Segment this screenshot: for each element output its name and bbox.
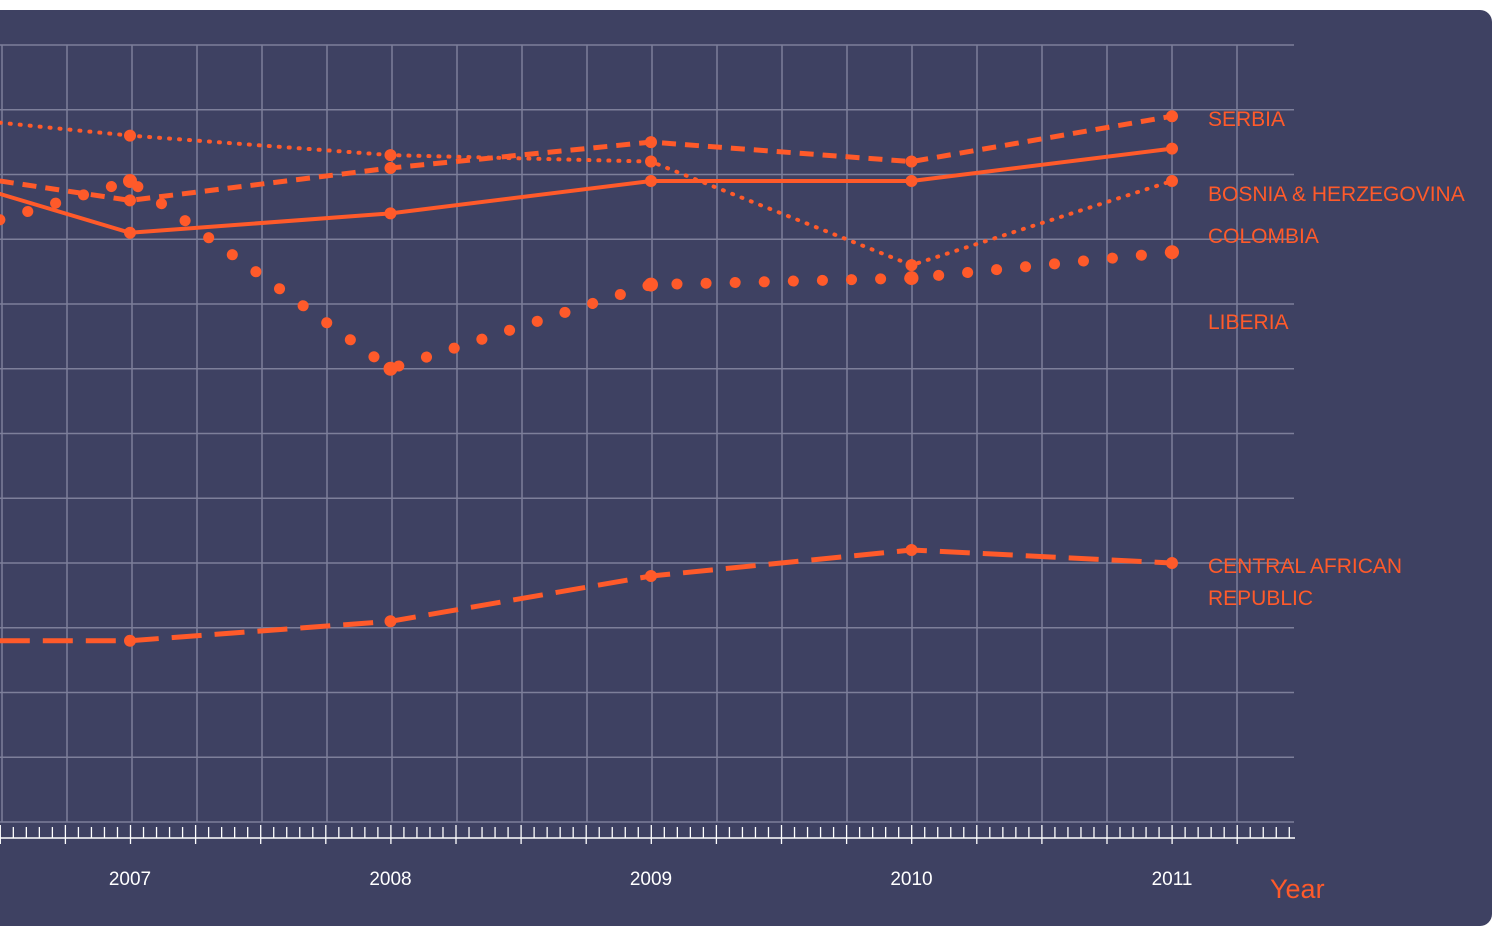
data-point <box>905 155 918 168</box>
data-point <box>904 271 919 286</box>
series-line-3 <box>0 175 1178 375</box>
series-label: COLOMBIA <box>1208 225 1319 248</box>
series-line-0 <box>0 120 1174 268</box>
series-label: REPUBLIC <box>1208 587 1313 610</box>
data-point <box>1166 557 1178 569</box>
x-tick-label: 2010 <box>890 869 932 890</box>
series-label: BOSNIA & HERZEGOVINA <box>1208 183 1465 206</box>
data-point <box>1166 110 1178 123</box>
series-label: LIBERIA <box>1208 311 1289 334</box>
data-point <box>124 129 136 142</box>
data-point <box>123 173 137 188</box>
data-point <box>645 136 657 149</box>
series-label: CENTRAL AFRICAN <box>1208 555 1402 578</box>
data-point <box>383 361 398 376</box>
series-lines <box>0 110 1179 647</box>
data-point <box>645 155 657 168</box>
data-point <box>124 194 136 207</box>
chart-panel: 2007 2008 2009 2010 2011 SERBIA BOSNIA & HERZ… <box>0 10 1492 926</box>
x-axis: 2007 2008 2009 2010 2011 <box>0 825 1295 890</box>
x-tick-label: 2007 <box>109 869 151 890</box>
data-point <box>124 634 136 647</box>
series-line-4 <box>0 547 1173 644</box>
data-point <box>1166 174 1178 187</box>
data-point <box>384 207 397 220</box>
series-line-2 <box>0 146 1174 235</box>
x-tick-label: 2011 <box>1152 869 1193 890</box>
line-chart: 2007 2008 2009 2010 2011 SERBIA BOSNIA & HERZ… <box>0 44 1465 904</box>
data-point <box>1166 142 1178 155</box>
data-point <box>645 174 657 187</box>
data-point <box>905 174 918 187</box>
data-point <box>905 259 918 272</box>
data-point <box>905 544 918 557</box>
x-tick-label: 2008 <box>369 869 411 890</box>
data-point <box>384 149 397 162</box>
data-point <box>645 569 657 582</box>
x-tick-label: 2009 <box>630 869 672 890</box>
series-labels: SERBIA BOSNIA & HERZEGOVINA COLOMBIA LIBERI… <box>1208 108 1465 610</box>
data-point <box>644 277 658 292</box>
series-label: SERBIA <box>1208 108 1285 131</box>
data-point <box>384 615 397 628</box>
data-point <box>124 226 136 239</box>
data-point <box>384 162 397 175</box>
x-axis-title: Year <box>1270 874 1325 904</box>
data-point <box>1165 245 1179 260</box>
